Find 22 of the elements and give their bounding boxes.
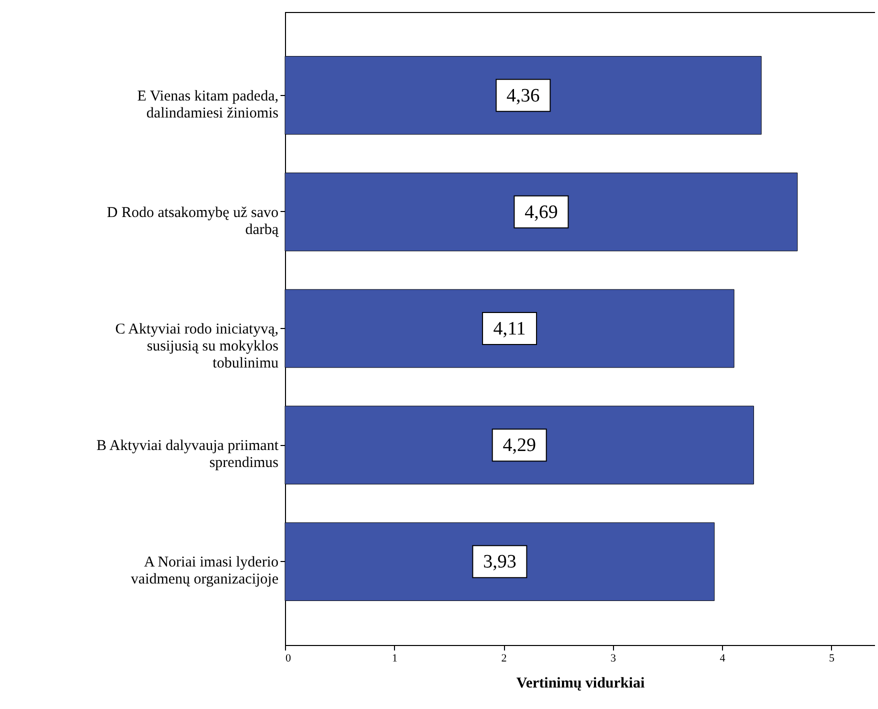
data-label: 4,36: [506, 85, 540, 106]
bar: [284, 289, 734, 368]
y-tick-label: C Aktyviai rodo iniciatyvą, susijusią su mokyklos tobulinimu: [115, 322, 279, 372]
y-tick-label: B Aktyviai dalyvauja priimant sprendimus: [96, 438, 280, 472]
y-tick-label: D Rodo atsakomybę už savo darbą: [106, 204, 279, 238]
bar: [284, 406, 754, 484]
data-label: 4,69: [524, 202, 558, 223]
bar: [284, 522, 715, 601]
data-label: 4,29: [502, 435, 536, 456]
y-tick-label: E Vienas kitam padeda, dalindamiesi žiniomis: [137, 88, 279, 122]
x-tick-label: 4: [720, 652, 726, 664]
data-label: 3,93: [483, 552, 516, 573]
y-tick-label: A Noriai imasi lyderio vaidmenų organizacijoje: [130, 554, 279, 588]
bar: [284, 56, 762, 135]
x-tick-label: 3: [610, 652, 617, 664]
x-tick-label: 1: [392, 652, 398, 664]
x-tick-label: 5: [829, 652, 836, 664]
bar: [284, 172, 798, 252]
x-axis-title: Vertinimų vidurkiai: [516, 676, 645, 692]
data-label: 4,11: [493, 318, 526, 340]
x-tick-label: 2: [501, 652, 507, 664]
x-tick-label: 0: [286, 652, 292, 664]
